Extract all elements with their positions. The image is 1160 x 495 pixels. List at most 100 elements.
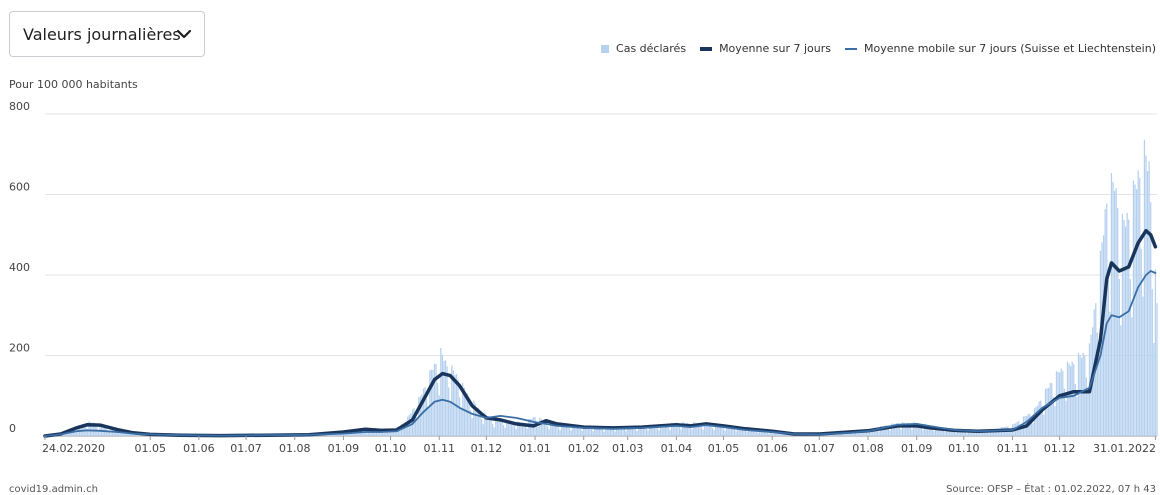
- bar: [1032, 423, 1034, 436]
- y-tick-label-600: 600: [9, 181, 30, 194]
- bar: [449, 401, 451, 436]
- bar: [733, 429, 736, 436]
- bar: [526, 428, 528, 436]
- bar: [129, 433, 131, 436]
- bar: [952, 429, 954, 436]
- bar: [528, 419, 530, 436]
- bar: [1073, 364, 1075, 436]
- x-tick-label: 01.10: [948, 442, 980, 455]
- bar: [656, 428, 659, 436]
- bar: [763, 430, 765, 436]
- bar: [633, 426, 635, 436]
- bar: [435, 364, 437, 436]
- bar: [971, 430, 973, 436]
- bar: [498, 419, 500, 436]
- bar: [647, 430, 649, 436]
- bar: [834, 434, 836, 436]
- bar: [118, 432, 120, 436]
- bar: [108, 432, 111, 436]
- bar: [488, 416, 491, 436]
- bar: [969, 430, 971, 436]
- bar: [927, 425, 929, 436]
- legend-swatch-average: [700, 46, 713, 51]
- cases-chart: 0 200 400 600 800 24.02.2020 01.05 01.06 01.07 01…: [9, 100, 1158, 455]
- bar: [107, 430, 109, 436]
- legend-item-cases[interactable]: Cas déclarés: [601, 42, 686, 55]
- bar: [539, 417, 541, 436]
- bar: [963, 430, 965, 436]
- bar: [579, 428, 582, 436]
- bar: [99, 423, 101, 436]
- bar: [716, 424, 718, 436]
- bar: [611, 427, 613, 436]
- bar: [949, 429, 951, 436]
- bar: [443, 360, 445, 436]
- bar: [900, 429, 902, 436]
- bar: [911, 429, 913, 436]
- bar: [440, 348, 442, 436]
- bar: [501, 420, 503, 436]
- footer-source: Source: OFSP – État : 01.02.2022, 07 h 4…: [946, 484, 1156, 495]
- bar: [895, 423, 897, 436]
- bar: [850, 431, 852, 436]
- bar: [429, 370, 431, 436]
- bar: [974, 430, 976, 436]
- bar: [502, 424, 505, 436]
- legend-item-average[interactable]: Moyenne sur 7 jours: [700, 42, 831, 55]
- bar: [587, 425, 590, 436]
- bar: [724, 430, 726, 436]
- legend-item-ch-average[interactable]: Moyenne mobile sur 7 jours (Suisse et Li…: [845, 42, 1156, 55]
- bar: [1145, 155, 1147, 436]
- bar: [122, 431, 125, 436]
- bar: [967, 430, 970, 436]
- bar: [589, 426, 591, 436]
- bar: [116, 430, 118, 436]
- bar: [471, 418, 473, 436]
- bar: [338, 433, 340, 436]
- bar: [960, 430, 962, 436]
- bar: [1030, 419, 1032, 436]
- x-tick-label: 01.06: [183, 442, 215, 455]
- bar: [1054, 406, 1056, 436]
- bar: [696, 423, 698, 436]
- bar: [652, 425, 654, 436]
- bar: [1021, 427, 1023, 436]
- bar: [1117, 207, 1119, 436]
- bar: [1123, 219, 1125, 436]
- bar: [119, 433, 122, 436]
- bar: [672, 423, 674, 436]
- bar: [504, 428, 506, 436]
- bar: [1046, 388, 1048, 436]
- bar: [1150, 202, 1152, 436]
- bar: [389, 430, 392, 436]
- bar: [912, 422, 915, 436]
- bar: [933, 431, 935, 436]
- bar: [609, 426, 612, 436]
- bar: [977, 433, 979, 436]
- footer-site: covid19.admin.ch: [9, 484, 98, 495]
- bar: [868, 428, 871, 436]
- bar: [496, 418, 498, 436]
- bar: [551, 423, 553, 436]
- bar: [930, 426, 932, 436]
- bar: [664, 424, 667, 436]
- bar: [1096, 332, 1098, 436]
- bar: [945, 427, 948, 436]
- bar: [658, 430, 660, 436]
- bar: [622, 426, 624, 436]
- bar: [752, 428, 754, 436]
- bar: [636, 430, 638, 436]
- x-tick-label: 01.09: [901, 442, 933, 455]
- bar: [704, 422, 706, 436]
- bar: [550, 422, 552, 436]
- bar: [586, 426, 588, 436]
- bar: [1066, 361, 1069, 436]
- bar: [127, 432, 129, 436]
- bar: [755, 431, 758, 436]
- bar: [1132, 180, 1135, 436]
- bar: [956, 429, 959, 436]
- bar: [751, 428, 753, 436]
- bar: [708, 423, 711, 436]
- bar: [765, 430, 767, 436]
- value-type-dropdown[interactable]: Valeurs journalières: [9, 11, 205, 57]
